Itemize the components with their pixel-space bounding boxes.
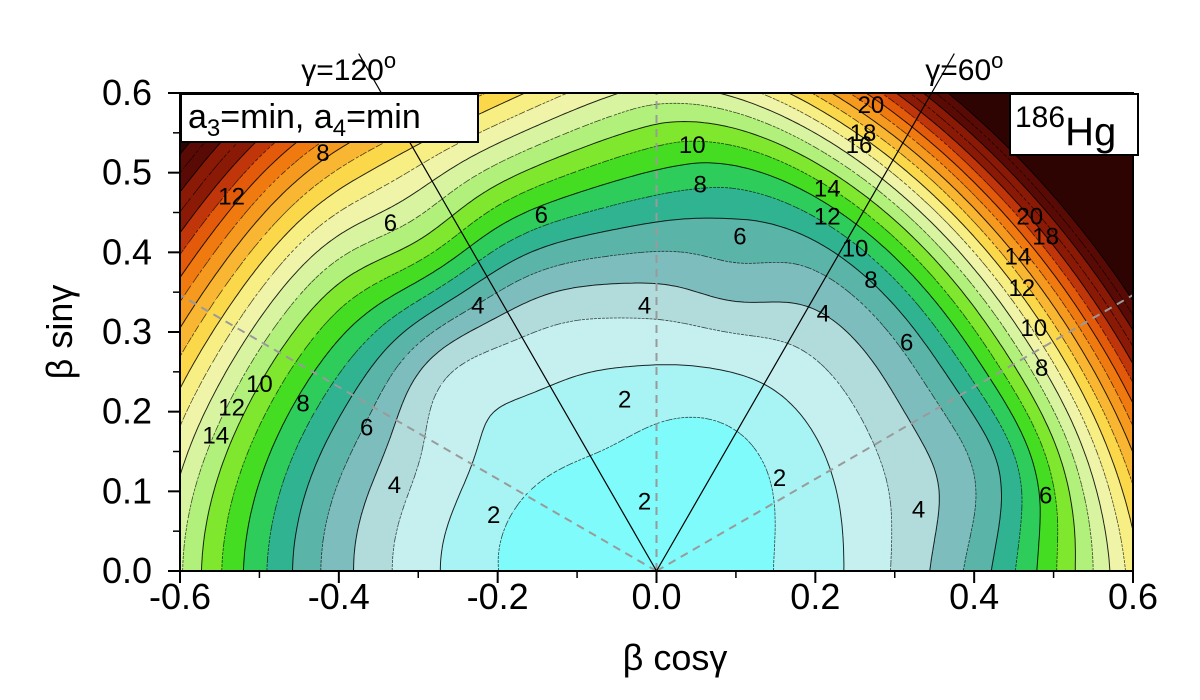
contour-line-12	[180, 93, 1111, 571]
a4-subscript: 4	[333, 115, 346, 142]
contour-label: 4	[817, 301, 830, 328]
contour-label: 12	[218, 184, 245, 211]
contour-label: 16	[846, 132, 873, 159]
contour-label: 10	[842, 235, 869, 262]
symmetry-lines	[180, 93, 1133, 571]
x-tick-label: -0.4	[308, 576, 370, 617]
x-tick-label: 0.4	[949, 576, 999, 617]
contour-line-9	[221, 140, 1059, 571]
contour-line-7	[266, 187, 1023, 571]
y-tick-label: 0.5	[102, 152, 152, 193]
contour-line-6	[292, 217, 1002, 571]
gamma-30-line	[655, 293, 1133, 571]
contour-line-4	[353, 282, 940, 571]
contour-label: 14	[1004, 243, 1031, 270]
contour-line-13	[180, 93, 1126, 571]
contour-label: 18	[850, 120, 877, 147]
contour-label: 2	[487, 502, 500, 529]
nucleus-box-frame	[1009, 93, 1139, 156]
contour-label: 4	[638, 293, 651, 320]
contour-label: 8	[864, 267, 877, 294]
x-axis-ticks: -0.6 -0.4 -0.2 0.0 0.2 0.4 0.6	[149, 571, 1158, 617]
contour-label: 6	[360, 415, 373, 442]
condition-box-frame	[180, 93, 479, 143]
x-tick-label: -0.6	[149, 576, 211, 617]
contour-line-8	[242, 162, 1041, 571]
contour-label: 4	[912, 497, 925, 524]
contour-label: 2	[638, 489, 651, 516]
mass-number: 186	[1015, 101, 1065, 134]
a3-subscript: 3	[207, 115, 220, 142]
contour-label: 20	[1016, 203, 1043, 230]
gamma-120-label-text: γ=120	[301, 54, 384, 87]
contour-label: 8	[693, 172, 706, 199]
y-axis-ticks: 0.0 0.1 0.2 0.3 0.4 0.5 0.6	[102, 72, 180, 591]
element-symbol: Hg	[1065, 110, 1116, 154]
a4-min-text: =min	[346, 98, 421, 136]
y-tick-label: 0.2	[102, 391, 152, 432]
x-tick-label: 0.2	[790, 576, 840, 617]
condition-text: a3=min, a4=min	[188, 98, 421, 142]
gamma-150-line	[180, 293, 658, 571]
contour-label: 8	[1035, 355, 1048, 382]
contour-label: 12	[1008, 275, 1035, 302]
contour-label: 10	[1020, 315, 1047, 342]
contour-label: 6	[384, 210, 397, 237]
contour-label: 6	[733, 223, 746, 250]
contour-label: 14	[202, 423, 229, 450]
y-axis-title: β sinγ	[39, 285, 80, 380]
condition-box: a3=min, a4=min	[180, 93, 479, 143]
contour-line-2	[439, 364, 845, 571]
contour-label: 18	[1032, 223, 1059, 250]
contour-label: 10	[679, 132, 706, 159]
contour-label: 6	[535, 202, 548, 229]
x-axis-title: β cosγ	[623, 637, 728, 678]
contour-label: 12	[218, 395, 245, 422]
contour-label: 14	[814, 176, 841, 203]
contour-line-5	[320, 250, 977, 571]
contour-line-11	[182, 102, 1094, 571]
contour-label: 20	[858, 92, 885, 119]
contour-label: 8	[316, 140, 329, 167]
y-tick-label: 0.6	[102, 72, 152, 113]
contour-label: 6	[1039, 482, 1052, 509]
contour-label: 6	[900, 329, 913, 356]
nucleus-label: 186Hg	[1015, 101, 1116, 154]
contour-line-1	[497, 416, 776, 571]
y-tick-label: 0.0	[102, 550, 152, 591]
contour-label: 12	[814, 203, 841, 230]
x-tick-label: -0.2	[467, 576, 529, 617]
gamma-120-label-degree: o	[384, 48, 396, 73]
gamma-60-label: γ=60o	[925, 48, 1003, 87]
y-tick-label: 0.4	[102, 231, 152, 272]
gamma-120-label: γ=120o	[301, 48, 396, 87]
contour-label: 8	[296, 391, 309, 418]
gamma-60-label-text: γ=60	[925, 54, 991, 87]
contour-label: 2	[773, 465, 786, 492]
contour-label: 4	[471, 293, 484, 320]
contour-line-3	[391, 317, 893, 571]
gamma-ray-labels: γ=120o γ=60o	[301, 48, 1003, 87]
contour-line-10	[201, 121, 1076, 571]
y-tick-label: 0.3	[102, 311, 152, 352]
a3-letter: a	[188, 98, 207, 136]
contour-label: 2	[618, 387, 631, 414]
gamma-60-ray	[655, 53, 955, 572]
x-tick-label: 0.6	[1108, 576, 1158, 617]
gamma-60-label-degree: o	[991, 48, 1003, 73]
contour-label: 10	[246, 371, 273, 398]
nucleus-box: 186Hg	[1009, 93, 1139, 156]
a3-min-text: =min, a	[220, 98, 333, 136]
y-tick-label: 0.1	[102, 470, 152, 511]
contour-label: 4	[388, 472, 401, 499]
x-tick-label: 0.0	[631, 576, 681, 617]
